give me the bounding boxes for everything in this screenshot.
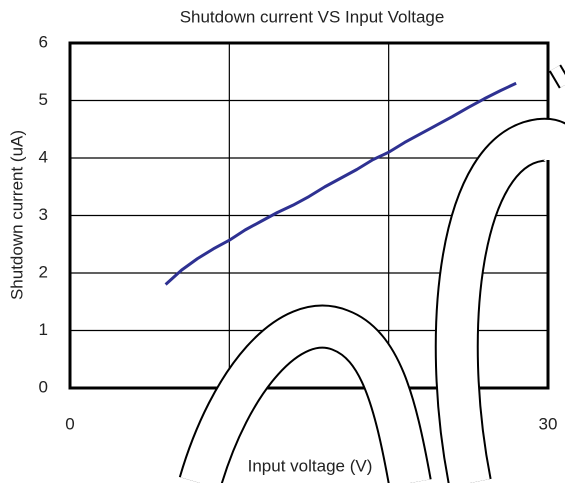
- y-tick-label: 4: [39, 147, 48, 166]
- y-tick-label: 5: [39, 90, 48, 109]
- y-tick-label: 6: [39, 32, 48, 51]
- plot-frame: [68, 41, 550, 390]
- y-tick-label: 0: [39, 377, 48, 396]
- y-tick-label: 1: [39, 320, 48, 339]
- watermark: [178, 64, 565, 483]
- y-axis-label: Shutdown current (uA): [7, 130, 26, 300]
- y-tick-label: 3: [39, 205, 48, 224]
- chart-title: Shutdown current VS Input Voltage: [180, 7, 445, 26]
- y-tick-label: 2: [39, 262, 48, 281]
- data-line: [164, 81, 517, 286]
- x-tick-label: 30: [539, 414, 558, 433]
- x-axis-label: Input voltage (V): [248, 456, 373, 475]
- x-tick-label: 0: [65, 414, 74, 433]
